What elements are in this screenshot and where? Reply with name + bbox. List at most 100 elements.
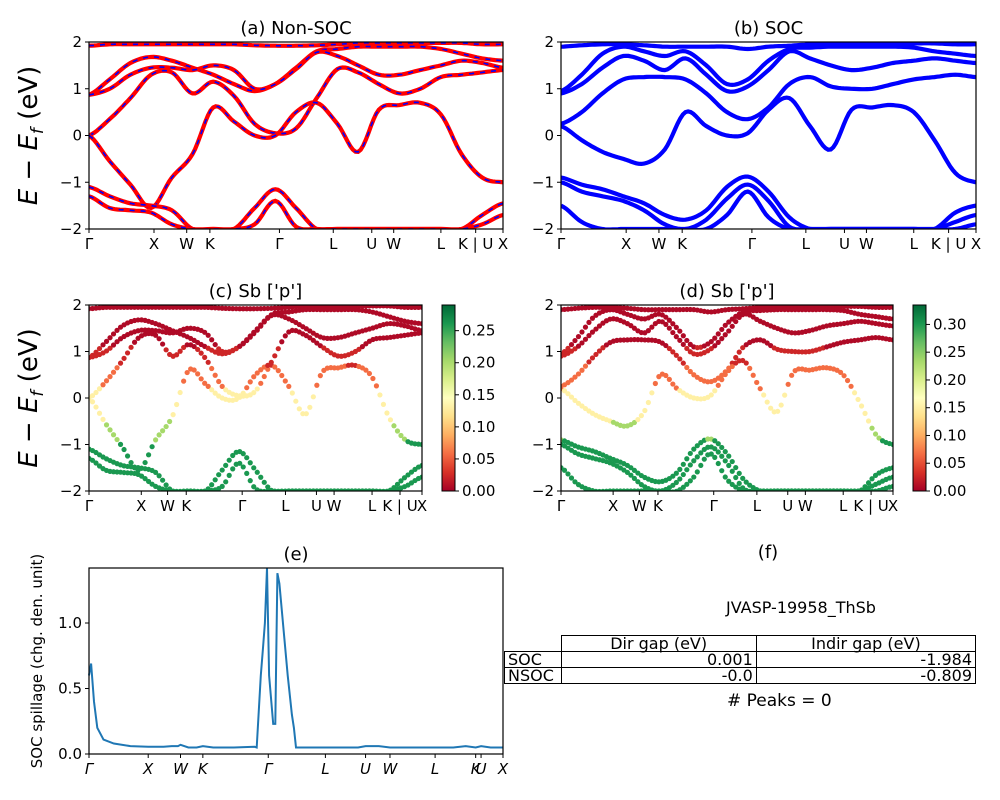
projected-point <box>743 479 749 485</box>
projected-point <box>680 360 686 366</box>
projected-point <box>419 330 422 336</box>
projected-point <box>855 396 861 403</box>
projected-point <box>289 390 295 396</box>
projected-point <box>163 482 169 488</box>
projected-point <box>862 410 868 416</box>
projected-point <box>282 333 288 339</box>
projected-point <box>680 484 686 490</box>
projected-point <box>722 458 728 464</box>
projected-point <box>844 377 851 384</box>
band-line <box>561 189 976 229</box>
y-tick-label: 1 <box>72 80 82 98</box>
projected-point <box>310 394 316 400</box>
projected-point <box>593 326 599 332</box>
table-system-title: JVASP-19958_ThSb <box>726 598 876 617</box>
projected-point <box>572 337 578 344</box>
projected-point <box>663 342 669 349</box>
projected-point <box>673 470 679 476</box>
projected-point <box>265 484 271 490</box>
projected-point <box>726 319 732 325</box>
projected-point <box>247 460 253 466</box>
projected-point <box>419 321 422 327</box>
projected-point <box>708 345 714 352</box>
projected-point <box>212 390 218 396</box>
projected-point <box>401 475 408 481</box>
x-tick-label: X <box>417 497 427 515</box>
colorbar-tick-label: 0.00 <box>462 482 495 500</box>
y-tick-label: 2 <box>72 296 82 314</box>
projected-point <box>890 465 893 471</box>
spillage-line <box>88 567 503 749</box>
x-tick-label: X <box>149 235 159 253</box>
projected-point <box>163 423 169 430</box>
projected-point <box>719 336 725 342</box>
x-tick-label: X <box>498 235 508 253</box>
projected-point <box>572 374 578 380</box>
projected-point <box>314 382 320 388</box>
projected-point <box>572 397 578 404</box>
projected-point <box>107 374 113 380</box>
y-tick-label: −2 <box>60 220 82 238</box>
projected-point <box>310 337 316 343</box>
projected-point <box>729 323 735 329</box>
projected-point <box>254 327 260 333</box>
colorbar-tick-label: 0.25 <box>933 343 966 361</box>
projected-point <box>775 408 781 414</box>
projected-point <box>663 372 669 379</box>
x-tick-label: W <box>327 497 342 515</box>
projected-point <box>684 481 690 487</box>
projected-point <box>698 450 704 456</box>
x-tick-label: K <box>205 235 216 253</box>
projected-point <box>757 386 763 392</box>
projected-point <box>279 339 285 345</box>
projected-point <box>851 390 858 396</box>
projected-point <box>142 476 148 482</box>
projected-point <box>638 413 644 419</box>
projected-point <box>366 370 373 377</box>
projected-point <box>107 335 113 341</box>
projected-point <box>100 382 106 388</box>
projected-point <box>663 314 669 320</box>
projected-point <box>635 416 641 423</box>
x-tick-label: L <box>802 235 811 253</box>
x-tick-label: L <box>431 760 439 778</box>
x-tick-label: X <box>888 497 898 515</box>
projected-point <box>687 450 693 457</box>
projected-point <box>282 378 288 384</box>
projected-point <box>103 422 110 428</box>
projected-point <box>747 365 753 371</box>
plot-area <box>561 305 893 491</box>
colorbar-tick-label: 0.20 <box>933 371 966 389</box>
projected-point <box>712 388 718 394</box>
projected-point <box>754 379 760 386</box>
projected-point <box>694 469 700 475</box>
projected-point <box>865 418 872 424</box>
projected-point <box>145 452 152 458</box>
projected-point <box>575 343 582 349</box>
colorbar-tick-label: 0.10 <box>933 426 966 444</box>
projected-point <box>589 329 596 335</box>
projected-point <box>565 391 571 397</box>
projected-point <box>117 360 124 366</box>
projected-point <box>258 367 264 373</box>
projected-point <box>677 476 683 482</box>
colorbar-tick-label: 0.25 <box>462 322 495 340</box>
projected-point <box>890 474 893 480</box>
projected-point <box>170 412 176 418</box>
projected-point <box>212 372 218 378</box>
projected-point <box>624 469 631 475</box>
projected-point <box>586 359 592 365</box>
projected-point <box>124 350 131 356</box>
projected-point <box>107 427 113 433</box>
projected-point <box>223 479 229 485</box>
projected-point <box>694 454 700 460</box>
projected-point <box>209 482 215 488</box>
projected-point <box>712 438 718 444</box>
projected-point <box>114 436 120 443</box>
projected-point <box>286 383 292 389</box>
projected-point <box>586 333 592 339</box>
x-tick-label: W <box>859 235 874 253</box>
band-line <box>561 180 976 229</box>
table-cell: -0.0 <box>560 667 757 684</box>
projected-point <box>729 458 735 465</box>
